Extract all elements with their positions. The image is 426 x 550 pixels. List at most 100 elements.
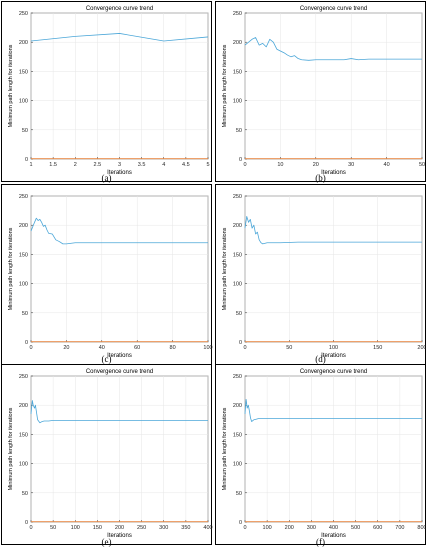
x-axis-label-b: Iterations [321,170,346,176]
x-tick-label-e: 350 [181,525,190,531]
y-axis-label-c: Minimum path length for iterations [8,227,14,310]
x-tick-label-a: 3.5 [138,162,146,168]
x-tick-label-b: 50 [419,162,425,168]
chart-b-svg: 0 10 20 30 40 50 0 50 100 150 200 250 Convergence cu… [222,6,425,176]
x-tick-label-c: 60 [134,345,140,351]
x-tick-label-e: 100 [71,525,80,531]
x-tick-label-c: 0 [29,345,32,351]
y-tick-label-e: 150 [19,432,28,438]
y-axis-label-e: Minimum path length for iterations [8,407,14,490]
chart-f-svg: 0 100 200 300 400 500 600 700 800 0 50 100 150 200 250… [222,369,426,539]
x-tick-label-b: 0 [243,162,246,168]
x-axis-label-c: Iterations [107,353,132,359]
x-tick-label-a: 5 [206,162,209,168]
x-tick-label-c: 40 [99,345,105,351]
chart-c-svg: 0 20 40 60 80 100 0 50 100 150 200 250 Iterations Min… [8,194,213,359]
x-tick-label-b: 40 [384,162,390,168]
caption-b: (b) [315,173,326,183]
y-axis-label-d: Minimum path length for iterations [222,227,228,310]
chart-title-a: Convergence curve trend [86,6,153,12]
x-tick-label-e: 300 [159,525,168,531]
series-line-c-1 [30,217,208,245]
x-tick-label-a: 1.5 [49,162,57,168]
chart-d-svg: 0 50 100 150 200 0 50 100 150 200 250 Iterations Min… [222,194,426,359]
x-tick-label-c: 80 [170,345,176,351]
y-tick-label-d: 100 [233,282,242,288]
x-tick-label-a: 2.5 [94,162,102,168]
x-tick-label-f: 800 [417,525,426,531]
chart-panel-f: 0 100 200 300 400 500 600 700 800 0 50 100 150 200 250… [215,364,426,545]
y-tick-label-c: 100 [19,282,28,288]
x-tick-label-f: 0 [243,525,246,531]
x-axis-label-a: Iterations [107,170,132,176]
y-tick-label-e: 0 [25,520,28,526]
y-tick-label-a: 200 [19,40,28,46]
y-tick-label-c: 200 [19,223,28,229]
x-tick-label-f: 400 [329,525,338,531]
y-tick-label-e: 50 [22,491,28,497]
y-axis-label-b: Minimum path length for iterations [222,44,228,127]
y-tick-label-a: 150 [19,69,28,75]
y-tick-label-d: 0 [239,340,242,346]
y-tick-label-d: 50 [236,311,242,317]
x-tick-label-c: 100 [203,345,212,351]
x-axis-label-d: Iterations [321,353,346,359]
y-tick-label-a: 250 [19,11,28,17]
x-tick-label-d: 100 [329,345,338,351]
y-tick-label-c: 250 [19,194,28,200]
x-tick-label-a: 1 [29,162,32,168]
plot-area-c [30,195,209,343]
x-tick-label-e: 50 [50,525,56,531]
y-tick-label-f: 150 [233,432,242,438]
y-tick-label-b: 100 [233,99,242,105]
caption-d: (d) [315,354,326,364]
y-tick-label-f: 250 [233,374,242,380]
chart-panel-c: 0 20 40 60 80 100 0 50 100 150 200 250 Iterations Min… [1,184,213,365]
chart-panel-e: 0 50 100 150 200 250 300 350 400 0 50 100 150 200 250 C… [1,364,213,545]
x-tick-label-f: 200 [285,525,294,531]
caption-f: (f) [316,537,325,547]
caption-a: (a) [101,173,112,183]
y-tick-label-e: 100 [19,462,28,468]
chart-title-e: Convergence curve trend [86,369,153,375]
y-tick-label-d: 150 [233,252,242,258]
x-axis-label-f: Iterations [321,533,346,539]
y-tick-label-f: 0 [239,520,242,526]
x-axis-label-e: Iterations [107,533,132,539]
chart-e-svg: 0 50 100 150 200 250 300 350 400 0 50 100 150 200 250 C… [8,369,213,539]
x-tick-label-f: 600 [373,525,382,531]
y-axis-label-a: Minimum path length for iterations [8,44,14,127]
y-tick-label-f: 100 [233,462,242,468]
chart-a-svg: 1 1.5 2 2.5 3 3.5 4 4.5 5050100150200250Converge… [8,6,210,176]
x-tick-label-d: 0 [243,345,246,351]
y-tick-label-a: 100 [19,99,28,105]
x-tick-label-d: 50 [286,345,292,351]
chart-panel-a: 1 1.5 2 2.5 3 3.5 4 4.5 5 0 50 100 150 200 250 Converge… [1,1,212,182]
y-tick-label-c: 0 [25,340,28,346]
chart-title-f: Convergence curve trend [300,369,367,375]
series-line-b-1 [244,37,422,61]
x-tick-label-b: 10 [277,162,283,168]
y-tick-label-e: 250 [19,374,28,380]
series-line-a-1 [30,33,209,42]
x-tick-label-e: 150 [93,525,102,531]
y-tick-label-a: 0 [25,157,28,163]
y-axis-label-f: Minimum path length for iterations [222,407,228,490]
series-line-e-1 [30,400,208,424]
y-tick-label-c: 50 [22,311,28,317]
chart-panel-b: 0 10 20 30 40 50 0 50 100 150 200 250 Convergence cu… [215,1,426,182]
y-tick-label-e: 200 [19,403,28,409]
y-tick-label-f: 200 [233,403,242,409]
x-tick-label-d: 200 [417,345,426,351]
series-line-f-1 [244,398,422,422]
y-tick-label-d: 250 [233,194,242,200]
x-tick-label-f: 500 [351,525,360,531]
x-tick-label-f: 100 [263,525,272,531]
x-tick-label-e: 250 [137,525,146,531]
x-tick-label-b: 20 [313,162,319,168]
x-tick-label-e: 0 [29,525,32,531]
x-tick-label-e: 200 [115,525,124,531]
y-tick-label-c: 150 [19,252,28,258]
x-tick-label-a: 4 [162,162,165,168]
series-line-d-1 [244,216,422,245]
